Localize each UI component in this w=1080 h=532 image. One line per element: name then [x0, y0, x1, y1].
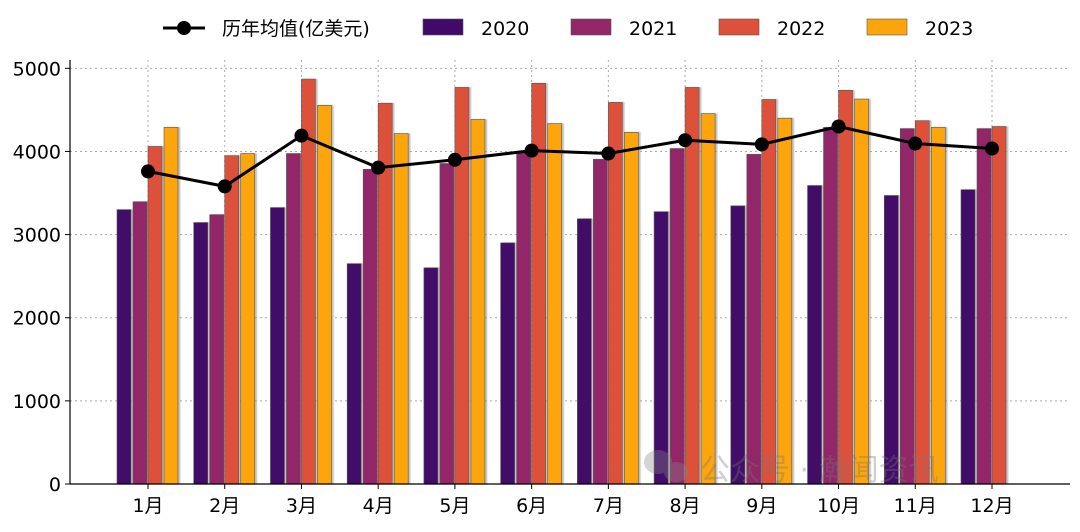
bar-2023 — [240, 153, 256, 485]
bar-2020 — [577, 218, 592, 485]
legend-swatch-2021 — [570, 18, 612, 36]
average-point — [754, 137, 769, 152]
x-tick-label: 12月 — [970, 495, 1013, 517]
x-tick-label: 4月 — [363, 495, 394, 517]
bar-2021 — [899, 128, 915, 485]
average-point — [524, 143, 539, 158]
bar-2020 — [500, 242, 515, 485]
bar-2021 — [439, 163, 455, 485]
bar-2021 — [209, 214, 225, 485]
bar-2023 — [624, 132, 639, 485]
bar-2020 — [116, 209, 132, 485]
x-tick-label: 6月 — [516, 495, 547, 517]
bar-2023 — [930, 127, 946, 485]
y-tick-label: 0 — [49, 474, 61, 496]
bar-2020 — [346, 263, 362, 485]
legend-line-marker — [177, 21, 191, 35]
legend-label: 2022 — [777, 18, 825, 40]
average-point — [294, 128, 309, 143]
legend-label: 2020 — [481, 18, 529, 40]
average-point — [601, 146, 616, 161]
bar-2022 — [991, 126, 1007, 485]
legend-label: 2023 — [925, 18, 973, 40]
average-point — [371, 160, 386, 175]
average-point — [908, 136, 923, 151]
bar-2023 — [393, 133, 409, 485]
x-tick-label: 8月 — [670, 495, 701, 517]
bar-2020 — [653, 211, 669, 485]
x-tick-label: 1月 — [132, 495, 163, 517]
bar-2021 — [516, 151, 531, 485]
x-tick-label: 10月 — [817, 495, 860, 517]
bar-2021 — [362, 169, 378, 485]
watermark-text: 公众号 · 瀚闻资讯 — [700, 453, 939, 488]
wechat-icon — [644, 450, 688, 482]
bar-2023 — [777, 117, 793, 485]
x-tick-label: 5月 — [439, 495, 470, 517]
bar-2023 — [700, 113, 716, 485]
bar-2023 — [317, 105, 332, 485]
average-point — [678, 133, 693, 148]
bar-2021 — [132, 201, 148, 485]
bar-2021 — [746, 154, 762, 485]
legend-label: 2021 — [629, 18, 677, 40]
bar-2020 — [960, 189, 976, 485]
bar-2022 — [224, 155, 240, 485]
legend-label: 历年均值(亿美元) — [222, 18, 370, 40]
bar-2020 — [730, 205, 746, 485]
watermark: 公众号 · 瀚闻资讯 — [644, 450, 939, 488]
y-tick-label: 3000 — [13, 225, 61, 247]
x-tick-label: 3月 — [286, 495, 317, 517]
legend-swatch-2020 — [422, 18, 464, 36]
average-point — [831, 119, 846, 134]
bar-2020 — [193, 222, 209, 485]
x-tick-label: 2月 — [209, 495, 240, 517]
x-tick-label: 9月 — [746, 495, 777, 517]
bar-2021 — [823, 127, 838, 485]
legend-swatch-2022 — [718, 18, 760, 36]
bar-2022 — [838, 90, 853, 485]
bar-2023 — [547, 123, 562, 485]
bar-2022 — [761, 99, 777, 485]
y-tick-label: 4000 — [13, 141, 61, 163]
average-point — [141, 164, 155, 179]
bar-2020 — [423, 267, 439, 485]
y-tick-label: 5000 — [13, 58, 61, 80]
bar-2023 — [470, 119, 486, 485]
average-line — [141, 119, 999, 194]
average-line-path — [147, 124, 993, 188]
bar-2021 — [286, 153, 301, 485]
y-tick-label: 2000 — [13, 308, 61, 330]
bar-2020 — [270, 207, 285, 485]
bar-2022 — [914, 120, 930, 485]
average-point — [985, 141, 999, 156]
x-tick-label: 11月 — [894, 495, 937, 517]
bar-2022 — [684, 87, 700, 485]
bars — [116, 78, 1007, 485]
bar-2022 — [531, 82, 546, 485]
bar-2021 — [976, 128, 992, 485]
bar-2023 — [163, 127, 179, 485]
y-tick-label: 1000 — [13, 391, 61, 413]
legend-swatch-2023 — [866, 18, 908, 36]
bar-2022 — [377, 102, 393, 485]
x-tick-label: 7月 — [593, 495, 624, 517]
bar-2022 — [147, 146, 163, 485]
average-point — [217, 179, 232, 194]
bar-2021 — [593, 159, 608, 485]
legend: 历年均值(亿美元) 2020 2021 2022 2023 — [163, 18, 973, 40]
bar-2023 — [854, 98, 869, 485]
average-point — [447, 152, 462, 167]
bar-2020 — [807, 185, 822, 485]
bar-2021 — [669, 148, 685, 485]
axes: 0 1000 2000 3000 4000 5000 1月 2月 3月 4月 5月 6月 7月 8月 9月 1… — [13, 58, 1070, 517]
bar-2022 — [454, 87, 470, 485]
bar-2020 — [883, 195, 899, 485]
